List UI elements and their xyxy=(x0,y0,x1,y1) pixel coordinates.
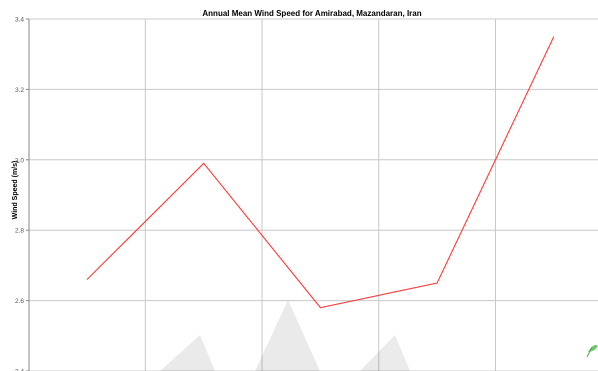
y-tick-label: 2.6 xyxy=(15,298,24,305)
y-tick-label: 3.2 xyxy=(15,87,24,94)
y-tick-label: 2.4 xyxy=(15,369,24,371)
y-axis-label: Wind Speed (m/s) xyxy=(12,161,19,220)
chart-title: Annual Mean Wind Speed for Amirabad, Maz… xyxy=(202,9,421,18)
watermark xyxy=(160,300,410,371)
y-tick-label: 3.0 xyxy=(15,157,24,164)
y-tick-label: 3.4 xyxy=(15,17,24,24)
y-tick-label: 2.8 xyxy=(15,228,24,235)
grid-layer xyxy=(26,18,598,371)
series-layer xyxy=(86,36,555,309)
leaf-icon xyxy=(586,344,598,358)
series-line xyxy=(86,36,555,309)
y-tick-labels: 2.4 2.6 2.8 3.0 3.2 3.4 xyxy=(15,17,24,371)
